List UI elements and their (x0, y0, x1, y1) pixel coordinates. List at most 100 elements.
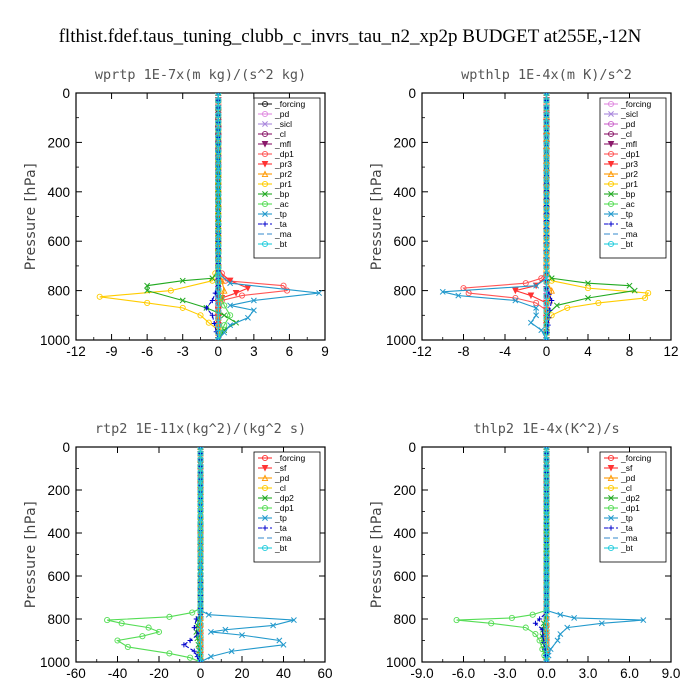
y-tick-label: 1000 (386, 333, 416, 348)
series-point-bt (543, 526, 550, 533)
series-point-pr3 (512, 287, 519, 295)
legend-entry: _forcing (274, 99, 306, 109)
series-point-tp (227, 280, 234, 287)
series-point-bt (543, 595, 550, 602)
legend-marker (261, 544, 269, 552)
legend-entry: _sf (274, 463, 287, 473)
series-point-bt (215, 97, 222, 104)
legend-marker (608, 221, 614, 227)
x-tick-label: -12 (66, 344, 86, 359)
series-point-bt (543, 140, 550, 147)
series-point-bt (197, 652, 204, 659)
series-point-bt (197, 639, 204, 647)
series-point-bp (585, 295, 591, 301)
y-tick-label: 1000 (386, 655, 416, 670)
legend-entry: _dp2 (620, 493, 640, 503)
series-point-tp (222, 626, 229, 633)
series-point-bt (197, 570, 204, 577)
series-group (104, 447, 297, 662)
legend-entry: _forcing (620, 99, 652, 109)
legend-entry: _pr2 (274, 169, 292, 179)
series-point-ta (212, 290, 218, 296)
legend: _forcing_pd_sicl_cl_mfl_dp1_pr3_pr2_pr1_… (253, 97, 321, 259)
series-point-bt (215, 278, 222, 285)
series-point-bt (197, 481, 204, 488)
y-tick-label: 600 (393, 234, 416, 249)
series-point-bt (197, 450, 204, 457)
series-point-bt (543, 447, 550, 451)
legend-marker (261, 140, 269, 148)
series-point-bt (215, 286, 222, 293)
series-point-bt (543, 557, 550, 564)
legend-marker (607, 150, 615, 158)
series-point-pr1 (144, 299, 151, 307)
series-point-bp (144, 287, 151, 294)
series-point-bt (543, 519, 550, 526)
y-tick-label: 0 (408, 440, 416, 455)
series-line-pr3 (513, 93, 548, 340)
legend-entry: _pd (274, 473, 289, 483)
series-point-bt (543, 614, 550, 621)
series-point-bt (543, 315, 550, 322)
series-point-bt (543, 235, 550, 242)
legend-marker (607, 160, 615, 168)
series-point-bt (543, 488, 550, 495)
x-tick-label: 6.0 (620, 666, 639, 681)
series-point-bt (197, 564, 204, 571)
series-point-bt (215, 206, 222, 213)
series-point-bt (215, 235, 222, 242)
series-point-ta (181, 642, 187, 648)
legend-marker (607, 180, 615, 188)
series-point-bt (543, 532, 550, 539)
legend-entry: _ac (274, 199, 289, 209)
series-point-dp1 (529, 611, 536, 618)
series-point-tp (228, 648, 235, 655)
series-point-bt (215, 315, 222, 322)
series-point-tp (207, 628, 214, 635)
series-point-dp1 (284, 287, 291, 294)
legend-entry: _dp1 (274, 149, 294, 159)
series-point-bt (543, 93, 550, 97)
legend-marker (262, 211, 268, 217)
legend-marker (261, 484, 269, 492)
series-point-bt (543, 639, 550, 647)
series-point-dp1 (155, 628, 163, 635)
series-point-ac (221, 322, 228, 329)
legend: _forcing_sf_pd_cl_dp2_dp1_tp_ta_ma_bt (599, 451, 667, 563)
series-point-bt (543, 242, 550, 249)
series-point-bt (215, 249, 222, 256)
series-point-bt (543, 104, 550, 111)
legend-marker (607, 200, 615, 208)
x-tick-label: 0 (197, 666, 205, 681)
series-point-dp1 (166, 613, 173, 620)
legend: _forcing_sicl_pd_cl_mfl_dp1_pr3_pr2_pr1_… (599, 97, 667, 259)
series-point-bt (543, 500, 550, 507)
series-point-bt (215, 293, 222, 300)
series-point-bt (543, 220, 550, 227)
series-point-ta (203, 305, 210, 311)
legend-marker (262, 191, 268, 197)
series-point-bt (215, 191, 222, 198)
series-point-bt (197, 621, 204, 628)
series-point-bt (197, 633, 204, 640)
x-tick-label: -9.0 (410, 666, 433, 681)
series-point-dp1 (124, 643, 131, 651)
series-point-bt (197, 532, 204, 539)
series-point-bt (197, 545, 204, 552)
x-tick-label: -9 (106, 344, 118, 359)
series-point-dp1 (280, 282, 287, 289)
series-point-tp (557, 631, 564, 638)
series-line-ta (205, 93, 219, 340)
series-point-bt (543, 589, 550, 596)
series-point-dp1 (139, 633, 146, 640)
series-point-bt (215, 213, 222, 220)
x-tick-label: 20 (234, 666, 249, 681)
series-point-dp1 (533, 299, 540, 307)
legend-entry: _forcing (274, 453, 306, 463)
legend-entry: _ma (274, 229, 292, 239)
series-point-tp (227, 322, 234, 329)
x-tick-label: 4 (584, 344, 592, 359)
series-point-tp (533, 282, 540, 289)
series-point-ta (191, 625, 197, 631)
legend-marker (608, 191, 614, 197)
